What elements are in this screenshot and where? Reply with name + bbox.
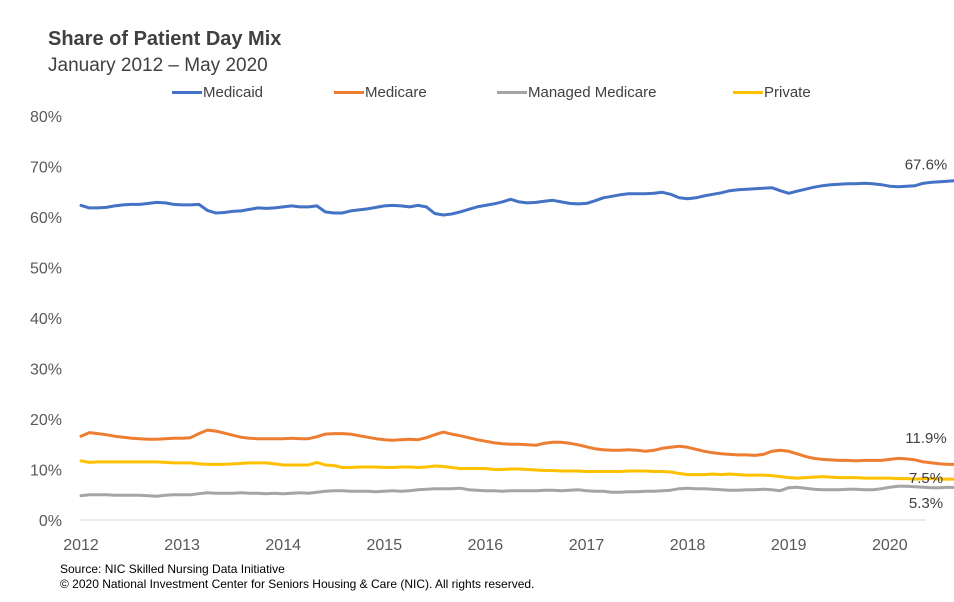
series-line-private [79,459,954,481]
source-notes: Source: NIC Skilled Nursing Data Initiat… [60,562,534,592]
legend-item-medicaid: Medicaid [172,84,263,101]
x-tick-label: 2016 [468,537,504,554]
chart-title: Share of Patient Day Mix [48,28,282,50]
x-tick-label: 2014 [265,537,301,554]
x-tick-label: 2012 [63,537,99,554]
x-tick-label: 2019 [771,537,807,554]
legend-item-private: Private [733,84,811,101]
copyright-line: © 2020 National Investment Center for Se… [60,577,535,591]
x-tick-label: 2017 [569,537,605,554]
series-line-medicaid [79,179,954,217]
chart-legend: Medicaid Medicare Managed Medicare Priva… [0,84,954,106]
x-tick-label: 2018 [670,537,706,554]
y-tick-label: 30% [30,362,62,379]
x-tick-label: 2013 [164,537,200,554]
y-tick-label: 70% [30,160,62,177]
legend-item-medicare: Medicare [334,84,427,101]
end-label-managed-medicare: 5.3% [909,495,943,512]
legend-item-managed-medicare: Managed Medicare [497,84,656,101]
legend-label-medicaid: Medicaid [203,84,264,101]
chart-subtitle: January 2012 – May 2020 [48,55,268,76]
legend-swatch-medicaid [172,91,202,94]
y-tick-label: 20% [30,412,62,429]
series-line-medicare [79,428,954,466]
end-label-medicare: 11.9% [905,430,946,447]
legend-swatch-medicare [334,91,364,94]
y-tick-label: 0% [39,513,62,530]
source-line: Source: NIC Skilled Nursing Data Initiat… [60,562,285,576]
end-label-private: 7.5% [909,470,943,487]
y-tick-label: 80% [30,109,62,126]
series-line-managed-medicare [79,484,954,498]
legend-swatch-managed-medicare [497,91,527,94]
legend-label-managed-medicare: Managed Medicare [528,84,657,101]
y-tick-label: 60% [30,210,62,227]
y-tick-label: 40% [30,311,62,328]
legend-label-medicare: Medicare [365,84,427,101]
y-tick-label: 50% [30,261,62,278]
y-tick-label: 10% [30,463,62,480]
x-tick-label: 2015 [367,537,403,554]
end-label-medicaid: 67.6% [905,157,948,174]
legend-swatch-private [733,91,763,94]
x-tick-label: 2020 [872,537,908,554]
legend-label-private: Private [764,84,811,101]
